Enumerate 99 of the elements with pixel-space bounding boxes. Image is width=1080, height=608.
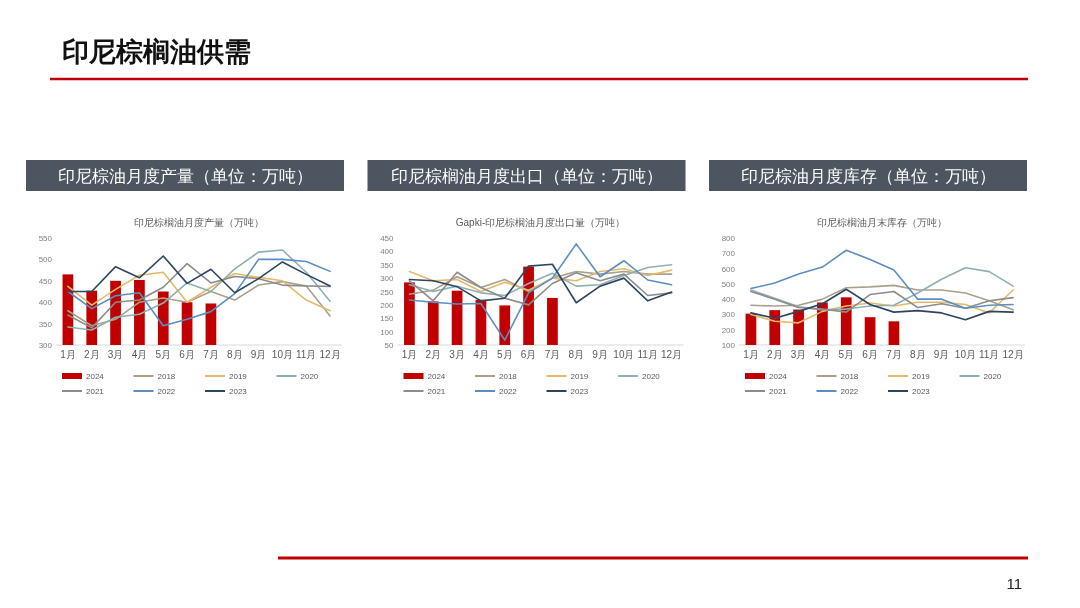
y-tick-label: 300: [380, 274, 395, 284]
legend-label: 2020: [983, 372, 1002, 381]
x-tick-label: 11月: [979, 349, 1000, 360]
y-tick-label: 450: [380, 234, 395, 243]
y-tick-label: 400: [38, 298, 53, 308]
line-series: [408, 271, 673, 306]
x-tick-label: 2月: [425, 349, 442, 360]
line-series: [408, 263, 673, 304]
x-tick-label: 1月: [401, 349, 418, 360]
y-tick-label: 500: [38, 255, 53, 265]
y-tick-label: 600: [721, 264, 736, 274]
line-series: [750, 284, 1014, 311]
y-tick-label: 700: [721, 249, 736, 259]
x-tick-label: 9月: [592, 349, 608, 360]
y-tick-label: 450: [38, 276, 53, 286]
x-tick-label: 12月: [1002, 349, 1024, 360]
y-tick-label: 150: [380, 314, 395, 324]
x-tick-label: 10月: [271, 349, 293, 360]
chart-subtitle: 印尼棕榈油月度产量（万吨）: [134, 217, 264, 228]
legend-label: 2018: [840, 372, 859, 381]
y-tick-label: 200: [721, 325, 736, 335]
x-tick-label: 8月: [568, 349, 585, 360]
line-series: [67, 280, 331, 327]
legend-label: 2021: [427, 387, 446, 396]
legend-label: 2020: [642, 372, 661, 381]
legend-label: 2019: [229, 372, 248, 381]
x-tick-label: 4月: [473, 349, 489, 360]
line-series: [67, 249, 331, 331]
x-tick-label: 7月: [886, 349, 902, 360]
legend-label: 2019: [912, 372, 931, 381]
x-tick-label: 3月: [107, 349, 124, 360]
y-tick-label: 550: [38, 234, 53, 243]
text: 11: [1006, 575, 1022, 592]
x-tick-label: 7月: [544, 349, 561, 360]
y-tick-label: 100: [721, 341, 736, 350]
legend-label: 2024: [427, 372, 446, 381]
x-tick-label: 11月: [296, 349, 317, 360]
chart-subtitle: Gapki-印尼棕榈油月度出口量（万吨）: [455, 217, 626, 228]
chart-title: 印尼棕油月度库存（单位：万吨）: [740, 166, 996, 186]
y-tick-label: 50: [384, 341, 395, 350]
x-tick-label: 7月: [203, 349, 219, 360]
x-tick-label: 6月: [862, 349, 878, 360]
x-tick-label: 10月: [954, 349, 976, 360]
legend-label: 2024: [769, 372, 788, 381]
text: 印尼棕榈油供需: [62, 37, 251, 67]
x-tick-label: 2月: [766, 349, 783, 360]
y-tick-label: 300: [38, 341, 53, 350]
x-tick-label: 12月: [319, 349, 341, 360]
legend-label: 2020: [300, 372, 319, 381]
x-tick-label: 8月: [909, 349, 926, 360]
x-tick-label: 8月: [226, 349, 243, 360]
x-tick-label: 2月: [83, 349, 100, 360]
x-tick-label: 6月: [520, 349, 537, 360]
y-tick-label: 350: [380, 260, 395, 270]
x-tick-label: 5月: [496, 349, 513, 360]
y-tick-label: 400: [721, 295, 736, 305]
y-tick-label: 800: [721, 234, 736, 243]
chart-title: 印尼棕榈油月度出口（单位：万吨）: [390, 166, 663, 186]
legend-label: 2021: [769, 387, 788, 396]
legend-label: 2024: [86, 372, 105, 381]
y-tick-label: 400: [380, 247, 395, 257]
x-tick-label: 3月: [790, 349, 807, 360]
y-tick-label: 250: [380, 287, 395, 297]
y-tick-label: 500: [721, 279, 736, 289]
legend-label: 2022: [157, 387, 176, 396]
line-series: [67, 255, 331, 294]
chart-subtitle: 印尼棕榈油月末库存（万吨）: [817, 217, 947, 228]
x-tick-label: 3月: [449, 349, 465, 360]
x-tick-label: 5月: [155, 349, 172, 360]
x-tick-label: 4月: [131, 349, 148, 360]
x-tick-label: 6月: [179, 349, 195, 360]
line-series: [408, 243, 673, 341]
legend-label: 2022: [499, 387, 518, 396]
y-tick-label: 200: [380, 300, 395, 310]
x-tick-label: 11月: [637, 349, 658, 360]
x-tick-label: 1月: [60, 349, 76, 360]
y-tick-label: 300: [721, 310, 736, 320]
x-tick-label: 12月: [661, 349, 683, 360]
legend-label: 2018: [499, 372, 518, 381]
y-tick-label: 100: [380, 327, 395, 337]
legend-label: 2023: [912, 387, 931, 396]
line-series: [67, 271, 331, 312]
x-tick-label: 4月: [814, 349, 831, 360]
legend-label: 2021: [86, 387, 105, 396]
x-tick-label: 5月: [838, 349, 855, 360]
x-tick-label: 1月: [743, 349, 759, 360]
y-tick-label: 350: [38, 319, 53, 329]
legend-label: 2018: [157, 372, 176, 381]
line-series: [750, 267, 1014, 311]
legend-label: 2022: [840, 387, 859, 396]
line-series: [750, 249, 1014, 310]
x-tick-label: 10月: [613, 349, 635, 360]
x-tick-label: 9月: [933, 349, 950, 360]
chart-title: 印尼棕油月度产量（单位：万吨）: [57, 166, 313, 186]
line-series: [750, 290, 1014, 313]
legend-label: 2019: [570, 372, 589, 381]
x-tick-label: 9月: [250, 349, 267, 360]
legend-label: 2023: [229, 387, 248, 396]
legend-label: 2023: [570, 387, 589, 396]
